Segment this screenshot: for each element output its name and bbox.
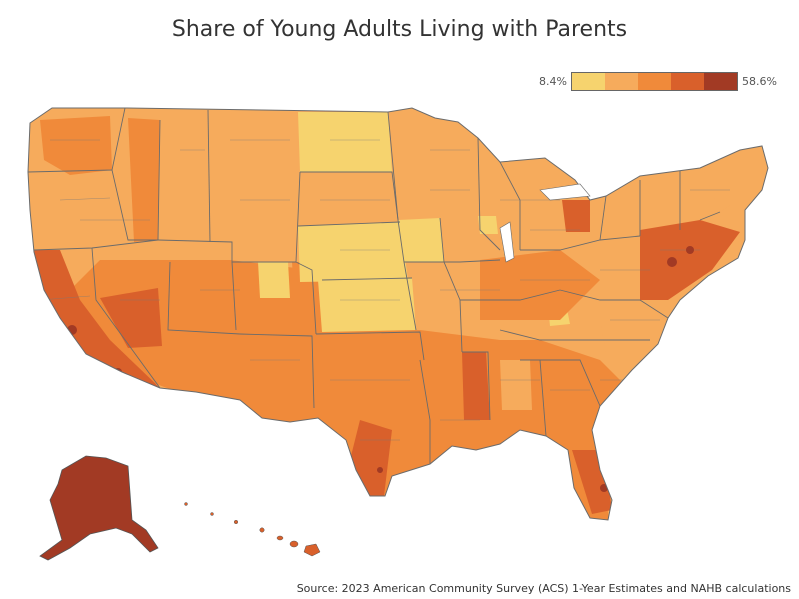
state-boundaries bbox=[28, 108, 721, 464]
legend-bin-4 bbox=[670, 72, 704, 90]
region-maine bbox=[700, 148, 768, 212]
region-lightpatch-1 bbox=[500, 360, 532, 410]
region-lightpatch-2 bbox=[600, 316, 660, 352]
legend-bins bbox=[570, 71, 738, 91]
legend-bin-5 bbox=[703, 72, 737, 90]
color-legend: 8.4% 58.6% bbox=[539, 71, 777, 91]
source-note: Source: 2023 American Community Survey (… bbox=[296, 582, 791, 595]
region-az bbox=[170, 262, 220, 330]
region-mi bbox=[562, 200, 590, 232]
district-boundaries bbox=[39, 139, 730, 441]
region-ia bbox=[398, 218, 444, 262]
region-wa bbox=[40, 116, 112, 175]
region-nd bbox=[298, 112, 392, 172]
region-ms bbox=[462, 352, 490, 420]
region-ne bbox=[298, 222, 408, 282]
hawaii bbox=[184, 502, 321, 557]
region-ks bbox=[318, 278, 416, 332]
region-nv bbox=[100, 288, 162, 348]
legend-max-label: 58.6% bbox=[741, 74, 777, 88]
legend-bin-3 bbox=[637, 72, 671, 90]
alaska bbox=[39, 455, 159, 561]
map-title: Share of Young Adults Living with Parent… bbox=[171, 17, 628, 42]
great-lakes bbox=[499, 183, 591, 263]
region-ut-light bbox=[258, 262, 290, 298]
legend-bin-2 bbox=[604, 72, 638, 90]
region-tx-coast bbox=[350, 420, 392, 496]
region-ca-coast bbox=[34, 250, 160, 390]
region-northeast bbox=[640, 220, 740, 300]
region-wi-light bbox=[478, 216, 498, 234]
region-ohio-valley bbox=[480, 250, 600, 320]
region-id bbox=[128, 118, 160, 242]
us-outline bbox=[27, 107, 769, 521]
legend-bin-1 bbox=[571, 72, 605, 90]
legend-min-label: 8.4% bbox=[539, 74, 567, 88]
